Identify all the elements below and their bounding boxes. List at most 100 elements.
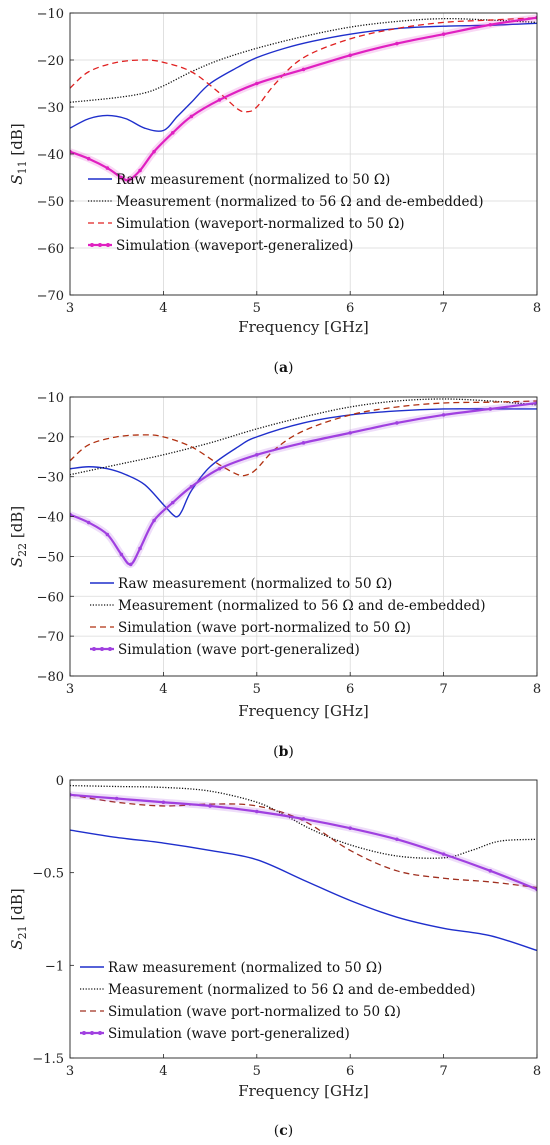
caption-open: ( <box>273 360 278 376</box>
legend-marker-3 <box>100 647 104 651</box>
series-point-3 <box>138 168 142 173</box>
series-point-3 <box>127 178 131 182</box>
x-tick-label: 5 <box>253 1064 261 1079</box>
series-point-3 <box>348 826 353 830</box>
y-axis-label-unit: [dB] <box>8 888 26 925</box>
x-tick-label: 8 <box>533 301 541 316</box>
series-point-3 <box>488 869 493 873</box>
x-tick-label: 3 <box>66 1064 74 1079</box>
x-tick-label: 6 <box>346 1064 354 1079</box>
series-point-3 <box>161 800 166 805</box>
legend-marker-3 <box>82 1031 86 1035</box>
legend: Raw measurement (normalized to 50 Ω) Meas… <box>88 172 483 254</box>
series-point-3 <box>189 484 194 489</box>
caption-open: ( <box>274 1123 279 1139</box>
series-point-3 <box>105 166 110 170</box>
legend-label-1: Measurement (normalized to 56 Ω and de-e… <box>116 194 483 210</box>
y-tick-label: −50 <box>37 195 64 210</box>
y-tick-label: −40 <box>37 511 64 526</box>
legend-label-0: Raw measurement (normalized to 50 Ω) <box>116 172 390 188</box>
chart-panel-c: 3 4 5 6 7 8 0 −0.5 −1 −1.5 Frequency [GHz] S21 [dB]… <box>8 774 541 1139</box>
legend-label-1: Measurement (normalized to 56 Ω and de-e… <box>118 598 485 614</box>
x-axis-label: Frequency [GHz] <box>238 318 369 336</box>
y-tick-label: −50 <box>37 550 64 565</box>
series-point-3 <box>254 81 259 86</box>
x-axis-label: Frequency [GHz] <box>238 1082 369 1100</box>
y-tick-label: −30 <box>37 101 64 116</box>
series-point-3 <box>488 407 493 411</box>
y-tick-label: −20 <box>37 431 64 446</box>
series-point-3 <box>441 32 446 36</box>
x-tick-label: 4 <box>159 1064 167 1079</box>
x-tick-label: 6 <box>346 301 354 316</box>
y-axis-label: S21 [dB] <box>8 888 29 949</box>
caption-close: ) <box>288 1123 293 1139</box>
legend-label-2: Simulation (wave port-normalized to 50 Ω… <box>108 1004 401 1020</box>
series-line-0 <box>70 829 537 952</box>
series-point-3 <box>119 175 124 180</box>
series-point-3 <box>441 852 446 856</box>
series-point-3 <box>441 413 446 417</box>
series-line-3 <box>70 793 537 891</box>
y-axis-label-main: S <box>8 939 26 949</box>
series-point-3 <box>301 817 306 821</box>
legend-label-1: Measurement (normalized to 56 Ω and de-e… <box>108 982 475 998</box>
series-point-3 <box>348 53 353 58</box>
panel-caption: (a) <box>273 360 293 376</box>
series-line-2 <box>70 794 537 889</box>
x-tick-label: 4 <box>159 682 167 697</box>
series-point-3 <box>86 520 91 525</box>
legend-label-3: Simulation (wave port-generalized) <box>118 642 360 658</box>
series-line-3 <box>70 16 537 182</box>
series-point-3 <box>128 562 133 567</box>
legend-label-2: Simulation (wave port-normalized to 50 Ω… <box>118 620 411 636</box>
y-axis-label-sub: 22 <box>16 543 29 557</box>
x-tick-label: 4 <box>159 301 167 316</box>
series-point-3 <box>301 67 306 72</box>
y-tick-label: −0.5 <box>32 867 64 882</box>
y-axis-label-main: S <box>8 557 26 567</box>
series-point-3 <box>301 441 306 445</box>
legend: Raw measurement (normalized to 50 Ω) Meas… <box>80 960 475 1042</box>
x-tick-label: 7 <box>439 682 447 697</box>
y-tick-label: −40 <box>37 148 64 163</box>
series-point-3 <box>488 22 493 27</box>
series-point-3 <box>170 131 175 135</box>
legend: Raw measurement (normalized to 50 Ω) Meas… <box>90 576 485 658</box>
y-axis-label-unit: [dB] <box>8 123 26 160</box>
y-tick-label: −60 <box>37 242 64 257</box>
legend-marker-3 <box>98 243 102 247</box>
x-tick-label: 6 <box>346 682 354 697</box>
x-tick-label: 3 <box>66 301 74 316</box>
series-line-1 <box>70 784 537 859</box>
series-point-3 <box>217 466 222 471</box>
legend-label-3: Simulation (wave port-generalized) <box>108 1026 350 1042</box>
caption-open: ( <box>273 744 278 760</box>
y-tick-label: −10 <box>37 391 64 406</box>
x-tick-label: 7 <box>439 1064 447 1079</box>
series-group <box>70 784 537 952</box>
y-tick-label: −70 <box>37 289 64 304</box>
legend-label-3: Simulation (waveport-generalized) <box>116 238 353 254</box>
series-line-0 <box>70 408 537 518</box>
legend-label-0: Raw measurement (normalized to 50 Ω) <box>118 576 392 592</box>
axes-frame <box>69 779 538 1059</box>
series-halo-3 <box>70 791 537 893</box>
caption-letter: a <box>279 360 288 376</box>
series-point-3 <box>217 98 222 102</box>
x-tick-label: 7 <box>439 301 447 316</box>
series-point-3 <box>86 156 91 161</box>
caption-letter: b <box>279 744 289 760</box>
axes-frame <box>69 396 538 677</box>
legend-label-0: Raw measurement (normalized to 50 Ω) <box>108 960 382 976</box>
series-halo-3 <box>70 399 537 568</box>
series-line-0 <box>70 22 537 132</box>
series-halo-3 <box>70 14 537 184</box>
x-tick-label: 8 <box>533 682 541 697</box>
y-axis-label-unit: [dB] <box>8 506 26 543</box>
y-tick-label: −10 <box>37 7 64 22</box>
series-point-3 <box>254 809 259 814</box>
series-group <box>70 398 537 568</box>
series-line-1 <box>70 398 537 476</box>
legend-marker-3 <box>92 647 96 651</box>
